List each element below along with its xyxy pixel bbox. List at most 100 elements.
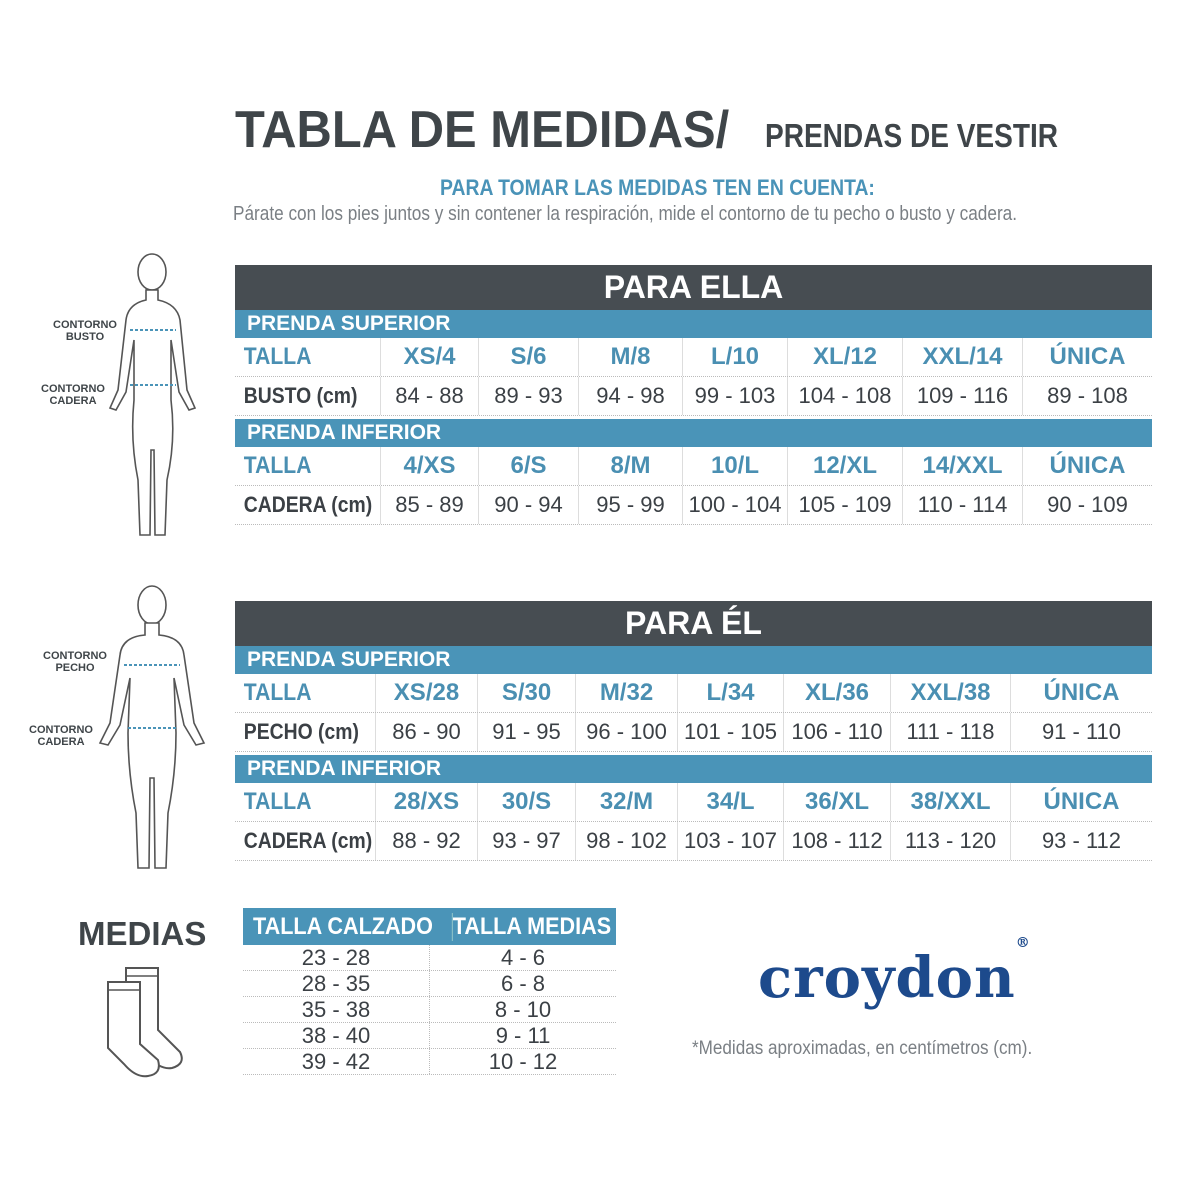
talla-calzado-cell: 35 - 38 [301,996,371,1022]
label-contorno-pecho: CONTORNO PECHO [43,650,107,674]
man-figure-icon [98,585,206,869]
size-row: TALLA 28/XS 30/S 32/M 34/L 36/XL 38/XXL ÚNICA [235,783,1152,822]
socks-row: 35 - 38 8 - 10 [243,997,616,1023]
value-cell: 109 - 116 [902,377,1022,415]
size-row: TALLA 4/XS 6/S 8/M 10/L 12/XL 14/XXL ÚNICA [235,447,1152,486]
value-cell: 98 - 102 [575,822,677,860]
talla-calzado-cell: 23 - 28 [301,944,371,970]
row-label: TALLA [243,788,312,815]
size-cell: XS/28 [375,674,477,712]
size-cell: L/34 [677,674,783,712]
size-row: TALLA XS/4 S/6 M/8 L/10 XL/12 XXL/14 ÚNICA [235,338,1152,377]
medias-title: MEDIAS [78,915,207,952]
size-cell: XXL/38 [890,674,1010,712]
label-contorno-cadera-el: CONTORNO CADERA [29,724,93,748]
label-contorno-cadera-ella: CONTORNO CADERA [41,383,105,407]
talla-medias-cell: 10 - 12 [429,1049,616,1074]
size-cell: 4/XS [380,447,478,485]
value-cell: 89 - 108 [1022,377,1152,415]
value-cell: 84 - 88 [380,377,478,415]
measure-row: CADERA (cm) 85 - 89 90 - 94 95 - 99 100 - 10… [235,486,1152,525]
logo-text: croydon [758,945,1016,1011]
size-cell: 8/M [578,447,682,485]
value-cell: 89 - 93 [478,377,578,415]
socks-row: 28 - 35 6 - 8 [243,971,616,997]
value-cell: 96 - 100 [575,713,677,751]
column-header-talla-calzado: TALLA CALZADO [252,912,433,940]
value-cell: 110 - 114 [902,486,1022,524]
talla-calzado-cell: 38 - 40 [301,1022,371,1048]
size-cell: 32/M [575,783,677,821]
socks-table-header: TALLA CALZADO TALLA MEDIAS [243,908,616,945]
row-label: TALLA [243,679,312,706]
size-cell: ÚNICA [1022,447,1152,485]
socks-row: 39 - 42 10 - 12 [243,1049,616,1075]
size-cell: ÚNICA [1010,783,1152,821]
talla-medias-cell: 6 - 8 [429,971,616,996]
instructions-text: Párate con los pies juntos y sin contene… [233,203,1018,225]
woman-figure-icon [108,253,197,536]
size-cell: XXL/14 [902,338,1022,376]
size-cell: ÚNICA [1010,674,1152,712]
talla-medias-cell: 9 - 11 [429,1023,616,1048]
size-cell: ÚNICA [1022,338,1152,376]
section-header: PRENDA INFERIOR [235,755,1152,783]
socks-row: 38 - 40 9 - 11 [243,1023,616,1049]
socks-icon [107,967,183,1078]
measure-row: BUSTO (cm) 84 - 88 89 - 93 94 - 98 99 - 103 1… [235,377,1152,416]
instructions-heading: PARA TOMAR LAS MEDIDAS TEN EN CUENTA: [440,175,875,200]
value-cell: 113 - 120 [890,822,1010,860]
talla-medias-cell: 4 - 6 [429,945,616,970]
value-cell: 94 - 98 [578,377,682,415]
value-cell: 108 - 112 [783,822,890,860]
title-row: TABLA DE MEDIDAS/ PRENDAS DE VESTIR [235,100,1110,160]
footnote: *Medidas aproximadas, en centímetros (cm… [692,1038,1033,1059]
value-cell: 93 - 97 [477,822,575,860]
size-cell: 28/XS [375,783,477,821]
size-cell: XL/36 [783,674,890,712]
size-table-ella: PARA ELLA PRENDA SUPERIOR TALLA XS/4 S/6 M/8 L… [235,265,1152,525]
section-header: PRENDA INFERIOR [235,419,1152,447]
socks-row: 23 - 28 4 - 6 [243,945,616,971]
value-cell: 91 - 110 [1010,713,1152,751]
size-cell: 34/L [677,783,783,821]
label-contorno-busto: CONTORNO BUSTO [53,319,117,343]
row-label: BUSTO (cm) [243,383,358,408]
row-label: TALLA [243,343,312,370]
row-label: TALLA [243,452,312,479]
value-cell: 95 - 99 [578,486,682,524]
size-cell: M/32 [575,674,677,712]
value-cell: 90 - 109 [1022,486,1152,524]
size-table-el: PARA ÉL PRENDA SUPERIOR TALLA XS/28 S/30 M/32… [235,601,1152,861]
table-title: PARA ELLA [235,265,1152,310]
talla-medias-cell: 8 - 10 [429,997,616,1022]
size-cell: S/6 [478,338,578,376]
registered-mark: ® [1015,935,1031,952]
size-cell: 38/XXL [890,783,1010,821]
size-cell: 6/S [478,447,578,485]
size-cell: XS/4 [380,338,478,376]
size-row: TALLA XS/28 S/30 M/32 L/34 XL/36 XXL/38 ÚNICA [235,674,1152,713]
value-cell: 90 - 94 [478,486,578,524]
value-cell: 93 - 112 [1010,822,1152,860]
value-cell: 103 - 107 [677,822,783,860]
row-label: PECHO (cm) [243,719,359,744]
table-title: PARA ÉL [235,601,1152,646]
value-cell: 106 - 110 [783,713,890,751]
value-cell: 85 - 89 [380,486,478,524]
croydon-logo: croydon® [758,935,1031,1011]
size-cell: 10/L [682,447,787,485]
value-cell: 111 - 118 [890,713,1010,751]
size-cell: 30/S [477,783,575,821]
talla-calzado-cell: 28 - 35 [301,970,371,996]
value-cell: 104 - 108 [787,377,902,415]
value-cell: 101 - 105 [677,713,783,751]
value-cell: 105 - 109 [787,486,902,524]
size-cell: S/30 [477,674,575,712]
size-cell: 14/XXL [902,447,1022,485]
value-cell: 86 - 90 [375,713,477,751]
size-cell: XL/12 [787,338,902,376]
column-header-talla-medias: TALLA MEDIAS [451,912,612,941]
section-header: PRENDA SUPERIOR [235,310,1152,338]
